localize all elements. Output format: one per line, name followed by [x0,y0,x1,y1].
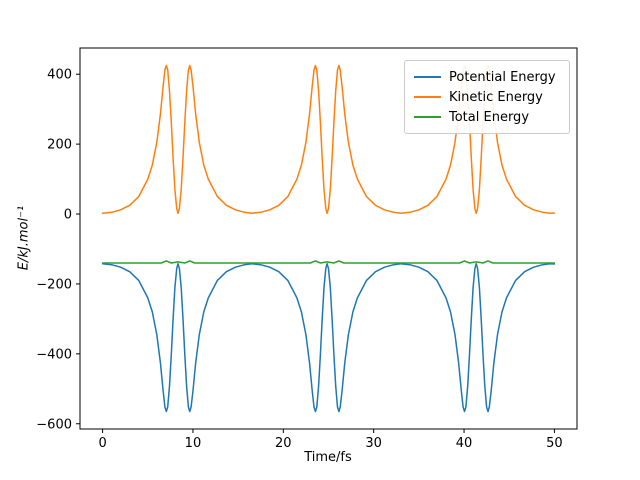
x-tick-label: 50 [546,436,563,451]
legend: Potential Energy Kinetic Energy Total En… [404,60,570,134]
y-tick-label: −200 [36,277,72,292]
legend-line-swatch-kinetic [414,96,441,98]
series-line-kinetic-energy [101,64,556,215]
x-tick-label: 20 [275,436,292,451]
legend-label-potential: Potential Energy [449,69,556,85]
y-axis-label: E/kJ.mol⁻¹ [16,205,32,271]
y-tick-label: −600 [36,417,72,432]
series-line-potential-energy [101,262,556,413]
y-tick-label: −400 [36,347,72,362]
x-tick-label: 0 [98,436,106,451]
legend-label-kinetic: Kinetic Energy [449,89,543,105]
legend-line-swatch-potential [414,76,441,78]
legend-item-kinetic-energy: Kinetic Energy [414,87,560,107]
y-tick-label: 200 [47,138,72,153]
legend-line-swatch-total [414,116,441,118]
axes-frame [79,47,578,430]
legend-item-potential-energy: Potential Energy [414,67,560,87]
x-tick-label: 40 [456,436,473,451]
y-tick-label: 0 [64,208,72,223]
legend-item-total-energy: Total Energy [414,107,560,127]
series-line-total-energy [101,260,556,264]
legend-label-total: Total Energy [449,109,530,125]
y-tick-label: 400 [47,68,72,83]
x-axis-label: Time/fs [304,450,352,465]
x-tick-label: 30 [365,436,382,451]
x-tick-label: 10 [185,436,202,451]
